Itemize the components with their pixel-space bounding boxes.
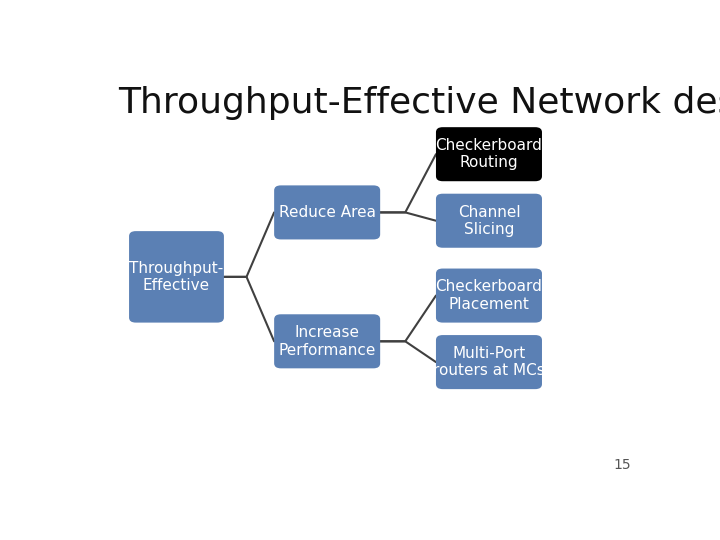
Text: 15: 15 bbox=[613, 458, 631, 472]
FancyBboxPatch shape bbox=[436, 268, 542, 322]
Text: Multi-Port
routers at MCs: Multi-Port routers at MCs bbox=[433, 346, 545, 379]
FancyBboxPatch shape bbox=[129, 231, 224, 322]
FancyBboxPatch shape bbox=[436, 127, 542, 181]
Text: Checkerboard
Placement: Checkerboard Placement bbox=[436, 279, 542, 312]
Text: Reduce Area: Reduce Area bbox=[279, 205, 376, 220]
FancyBboxPatch shape bbox=[274, 314, 380, 368]
FancyBboxPatch shape bbox=[436, 335, 542, 389]
Text: Increase
Performance: Increase Performance bbox=[279, 325, 376, 357]
Text: Channel
Slicing: Channel Slicing bbox=[458, 205, 521, 237]
FancyBboxPatch shape bbox=[436, 194, 542, 248]
Text: Checkerboard
Routing: Checkerboard Routing bbox=[436, 138, 542, 171]
FancyBboxPatch shape bbox=[274, 185, 380, 239]
Text: Throughput-Effective Network design: Throughput-Effective Network design bbox=[118, 85, 720, 119]
Text: Throughput-
Effective: Throughput- Effective bbox=[130, 261, 224, 293]
